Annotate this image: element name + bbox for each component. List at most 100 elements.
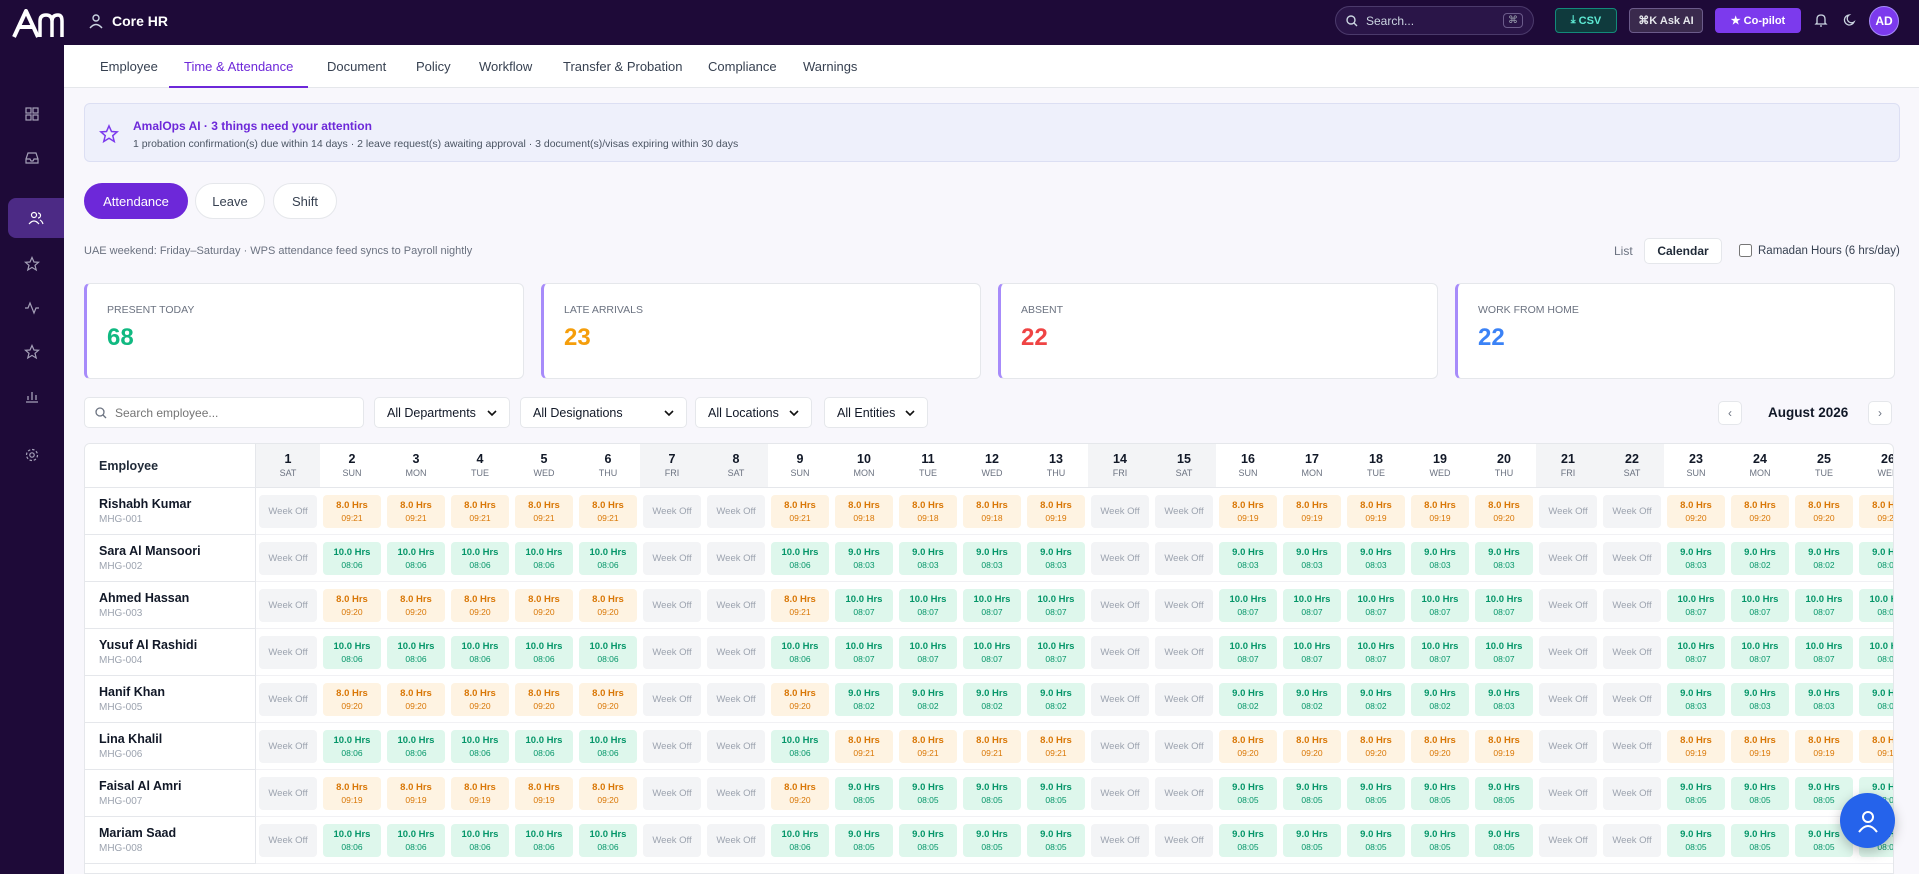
sidebar-item-core-hr[interactable]: [8, 198, 64, 238]
week-off-cell[interactable]: Week Off: [1603, 777, 1661, 810]
week-off-cell[interactable]: Week Off: [643, 589, 701, 622]
week-off-cell[interactable]: Week Off: [707, 824, 765, 857]
employee-search-input[interactable]: [115, 405, 345, 420]
week-off-cell[interactable]: Week Off: [259, 824, 317, 857]
present-attendance-cell[interactable]: 10.0 Hrs 08:06: [323, 636, 381, 669]
tab-compliance[interactable]: Compliance: [708, 59, 777, 74]
late-attendance-cell[interactable]: 8.0 Hrs 09:19: [1859, 730, 1893, 763]
late-attendance-cell[interactable]: 8.0 Hrs 09:20: [579, 589, 637, 622]
late-attendance-cell[interactable]: 8.0 Hrs 09:19: [1027, 495, 1085, 528]
present-attendance-cell[interactable]: 10.0 Hrs 08:06: [515, 824, 573, 857]
copilot-button[interactable]: ★ Co-pilot: [1715, 8, 1801, 33]
sidebar-item-activity[interactable]: [0, 288, 64, 328]
week-off-cell[interactable]: Week Off: [707, 683, 765, 716]
late-attendance-cell[interactable]: 8.0 Hrs 09:21: [387, 495, 445, 528]
week-off-cell[interactable]: Week Off: [707, 495, 765, 528]
week-off-cell[interactable]: Week Off: [259, 636, 317, 669]
late-attendance-cell[interactable]: 8.0 Hrs 09:20: [1347, 730, 1405, 763]
employee-cell[interactable]: Rishabh Kumar MHG-001: [85, 488, 256, 535]
present-attendance-cell[interactable]: 9.0 Hrs 08:05: [1283, 824, 1341, 857]
present-attendance-cell[interactable]: 10.0 Hrs 08:07: [1219, 636, 1277, 669]
entity-select[interactable]: All Entities: [824, 397, 928, 428]
present-attendance-cell[interactable]: 9.0 Hrs 08:05: [1347, 777, 1405, 810]
global-search-input[interactable]: [1366, 13, 1486, 28]
ramadan-hours-toggle[interactable]: Ramadan Hours (6 hrs/day): [1739, 244, 1900, 257]
week-off-cell[interactable]: Week Off: [1539, 636, 1597, 669]
week-off-cell[interactable]: Week Off: [643, 636, 701, 669]
present-attendance-cell[interactable]: 9.0 Hrs 08:05: [1795, 777, 1853, 810]
late-attendance-cell[interactable]: 8.0 Hrs 09:19: [1347, 495, 1405, 528]
present-attendance-cell[interactable]: 10.0 Hrs 08:07: [1219, 589, 1277, 622]
tab-document[interactable]: Document: [327, 59, 387, 74]
late-attendance-cell[interactable]: 8.0 Hrs 09:19: [1475, 730, 1533, 763]
moon-icon[interactable]: [1840, 10, 1860, 30]
present-attendance-cell[interactable]: 9.0 Hrs 08:05: [1411, 777, 1469, 810]
present-attendance-cell[interactable]: 9.0 Hrs 08:05: [899, 824, 957, 857]
present-attendance-cell[interactable]: 10.0 Hrs 08:07: [899, 636, 957, 669]
week-off-cell[interactable]: Week Off: [1155, 636, 1213, 669]
present-attendance-cell[interactable]: 9.0 Hrs 08:05: [1731, 777, 1789, 810]
employee-cell[interactable]: Hanif Khan MHG-005: [85, 676, 256, 723]
week-off-cell[interactable]: Week Off: [1539, 683, 1597, 716]
late-attendance-cell[interactable]: 8.0 Hrs 09:20: [1667, 495, 1725, 528]
present-attendance-cell[interactable]: 9.0 Hrs 08:05: [899, 777, 957, 810]
sidebar-item-reports[interactable]: [0, 376, 64, 416]
ask-ai-button[interactable]: ⌘K Ask AI: [1629, 8, 1703, 33]
present-attendance-cell[interactable]: 9.0 Hrs 08:05: [963, 777, 1021, 810]
week-off-cell[interactable]: Week Off: [1539, 495, 1597, 528]
present-attendance-cell[interactable]: 10.0 Hrs 08:07: [1027, 636, 1085, 669]
late-attendance-cell[interactable]: 8.0 Hrs 09:20: [1475, 495, 1533, 528]
stat-card-wfh[interactable]: Work From Home 22: [1455, 283, 1895, 379]
present-attendance-cell[interactable]: 10.0 Hrs 08:06: [323, 542, 381, 575]
present-attendance-cell[interactable]: 10.0 Hrs 08:07: [1283, 636, 1341, 669]
present-attendance-cell[interactable]: 10.0 Hrs 08:07: [1795, 589, 1853, 622]
week-off-cell[interactable]: Week Off: [643, 777, 701, 810]
week-off-cell[interactable]: Week Off: [643, 730, 701, 763]
present-attendance-cell[interactable]: 9.0 Hrs 08:05: [1475, 824, 1533, 857]
bell-icon[interactable]: [1811, 10, 1831, 30]
week-off-cell[interactable]: Week Off: [1603, 542, 1661, 575]
present-attendance-cell[interactable]: 10.0 Hrs 08:07: [835, 589, 893, 622]
present-attendance-cell[interactable]: 9.0 Hrs 08:03: [1347, 542, 1405, 575]
tab-workflow[interactable]: Workflow: [479, 59, 533, 74]
sidebar-item-inbox[interactable]: [0, 138, 64, 178]
late-attendance-cell[interactable]: 8.0 Hrs 09:21: [579, 495, 637, 528]
present-attendance-cell[interactable]: 10.0 Hrs 08:07: [1859, 636, 1893, 669]
present-attendance-cell[interactable]: 9.0 Hrs 08:02: [1219, 683, 1277, 716]
week-off-cell[interactable]: Week Off: [1155, 777, 1213, 810]
week-off-cell[interactable]: Week Off: [1603, 683, 1661, 716]
present-attendance-cell[interactable]: 9.0 Hrs 08:05: [963, 824, 1021, 857]
present-attendance-cell[interactable]: 9.0 Hrs 08:03: [1411, 542, 1469, 575]
week-off-cell[interactable]: Week Off: [707, 636, 765, 669]
subtab-shift[interactable]: Shift: [273, 183, 337, 219]
prev-month-button[interactable]: ‹: [1718, 401, 1742, 425]
week-off-cell[interactable]: Week Off: [1155, 683, 1213, 716]
late-attendance-cell[interactable]: 8.0 Hrs 09:20: [1283, 730, 1341, 763]
late-attendance-cell[interactable]: 8.0 Hrs 09:20: [1219, 730, 1277, 763]
week-off-cell[interactable]: Week Off: [643, 824, 701, 857]
subtab-attendance[interactable]: Attendance: [84, 183, 188, 219]
late-attendance-cell[interactable]: 8.0 Hrs 09:20: [579, 683, 637, 716]
present-attendance-cell[interactable]: 9.0 Hrs 08:05: [1667, 777, 1725, 810]
week-off-cell[interactable]: Week Off: [1091, 824, 1149, 857]
late-attendance-cell[interactable]: 8.0 Hrs 09:19: [1667, 730, 1725, 763]
week-off-cell[interactable]: Week Off: [259, 683, 317, 716]
late-attendance-cell[interactable]: 8.0 Hrs 09:20: [323, 589, 381, 622]
late-attendance-cell[interactable]: 8.0 Hrs 09:21: [515, 495, 573, 528]
present-attendance-cell[interactable]: 10.0 Hrs 08:06: [771, 542, 829, 575]
present-attendance-cell[interactable]: 10.0 Hrs 08:06: [387, 824, 445, 857]
late-attendance-cell[interactable]: 8.0 Hrs 09:20: [387, 683, 445, 716]
present-attendance-cell[interactable]: 10.0 Hrs 08:06: [323, 824, 381, 857]
late-attendance-cell[interactable]: 8.0 Hrs 09:21: [323, 495, 381, 528]
present-attendance-cell[interactable]: 9.0 Hrs 08:03: [1027, 542, 1085, 575]
employee-cell[interactable]: Faisal Al Amri MHG-007: [85, 770, 256, 817]
late-attendance-cell[interactable]: 8.0 Hrs 09:20: [451, 589, 509, 622]
present-attendance-cell[interactable]: 9.0 Hrs 08:05: [1219, 777, 1277, 810]
late-attendance-cell[interactable]: 8.0 Hrs 09:20: [323, 683, 381, 716]
present-attendance-cell[interactable]: 9.0 Hrs 08:03: [1475, 542, 1533, 575]
present-attendance-cell[interactable]: 10.0 Hrs 08:07: [1283, 589, 1341, 622]
tab-warnings[interactable]: Warnings: [803, 59, 858, 74]
week-off-cell[interactable]: Week Off: [259, 589, 317, 622]
present-attendance-cell[interactable]: 10.0 Hrs 08:06: [515, 636, 573, 669]
present-attendance-cell[interactable]: 9.0 Hrs 08:05: [1667, 824, 1725, 857]
